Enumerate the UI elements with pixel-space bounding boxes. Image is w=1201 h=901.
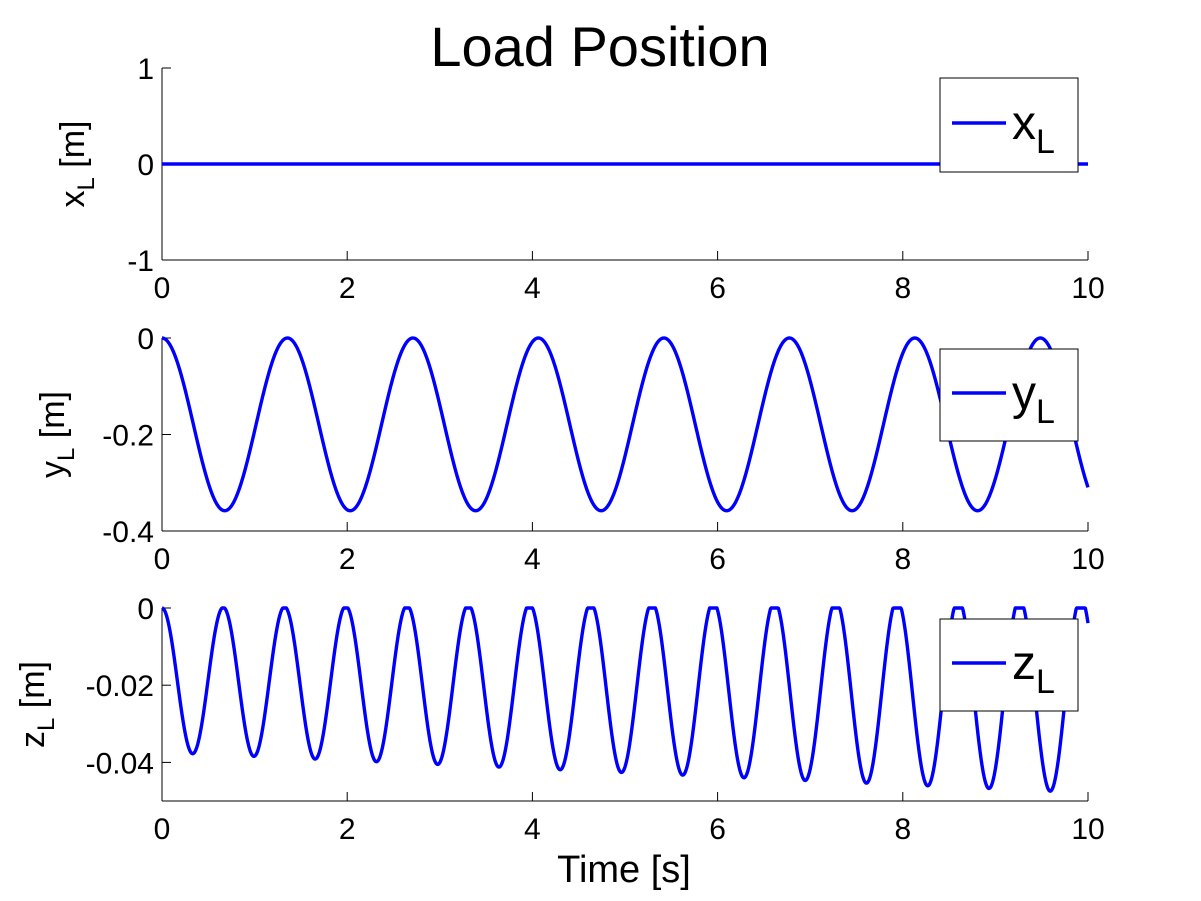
legend-box	[939, 77, 1079, 173]
legend-box	[939, 348, 1079, 442]
x-axis-label: Time [s]	[557, 849, 691, 891]
y-tick-label: -0.04	[86, 747, 154, 780]
legend-label-subscript: L	[1036, 123, 1055, 161]
x-tick-label: 0	[154, 272, 171, 305]
legend-label-subscript: L	[1036, 663, 1055, 701]
y-tick-label: -0.2	[102, 420, 154, 453]
y-label-subscript: L	[73, 177, 100, 190]
legend-label-main: z	[1012, 637, 1036, 690]
x-tick-label: 6	[709, 272, 726, 305]
x-tick-label: 8	[894, 543, 911, 576]
y-tick-label: 0	[137, 323, 154, 356]
x-tick-label: 2	[339, 813, 356, 846]
legend: yL	[939, 348, 1079, 442]
x-tick-label: 2	[339, 272, 356, 305]
legend-box	[939, 618, 1079, 712]
y-label-main: z	[14, 731, 52, 748]
legend-label-subscript: L	[1036, 393, 1055, 431]
y-axis-label: zL [m]	[14, 661, 60, 748]
y-label-main: x	[54, 191, 92, 208]
y-axis-label: xL [m]	[54, 120, 100, 207]
legend-label-main: y	[1012, 367, 1036, 420]
figure-title: Load Position	[430, 15, 769, 78]
y-tick-label: -1	[127, 245, 154, 278]
series-line-y	[160, 336, 1090, 513]
legend: zL	[939, 618, 1079, 712]
x-tick-label: 0	[154, 543, 171, 576]
y-tick-label: 1	[137, 53, 154, 86]
y-label-subscript: L	[53, 448, 80, 461]
y-tick-label: 0	[137, 149, 154, 182]
x-tick-label: 8	[894, 272, 911, 305]
x-tick-label: 10	[1071, 813, 1104, 846]
x-tick-label: 10	[1071, 272, 1104, 305]
x-tick-label: 4	[524, 543, 541, 576]
x-tick-label: 0	[154, 813, 171, 846]
legend-label: xL	[1012, 97, 1055, 161]
y-tick-label: -0.4	[102, 516, 154, 549]
y-label-subscript: L	[33, 718, 60, 731]
legend-label: yL	[1012, 367, 1055, 431]
x-tick-label: 6	[709, 543, 726, 576]
y-label-unit: [m]	[34, 391, 72, 448]
y-tick-label: 0	[137, 593, 154, 626]
series-line-z	[160, 606, 1090, 793]
y-label-main: y	[34, 461, 72, 478]
x-tick-label: 4	[524, 272, 541, 305]
y-label-unit: [m]	[54, 120, 92, 177]
legend-label-main: x	[1012, 97, 1036, 150]
y-axis-label: yL [m]	[34, 391, 80, 478]
x-tick-label: 2	[339, 543, 356, 576]
x-tick-label: 10	[1071, 543, 1104, 576]
legend: xL	[939, 77, 1079, 173]
legend-label: zL	[1012, 637, 1055, 701]
x-tick-label: 4	[524, 813, 541, 846]
y-tick-label: -0.02	[86, 670, 154, 703]
y-label-unit: [m]	[14, 661, 52, 718]
x-tick-label: 8	[894, 813, 911, 846]
x-tick-label: 6	[709, 813, 726, 846]
